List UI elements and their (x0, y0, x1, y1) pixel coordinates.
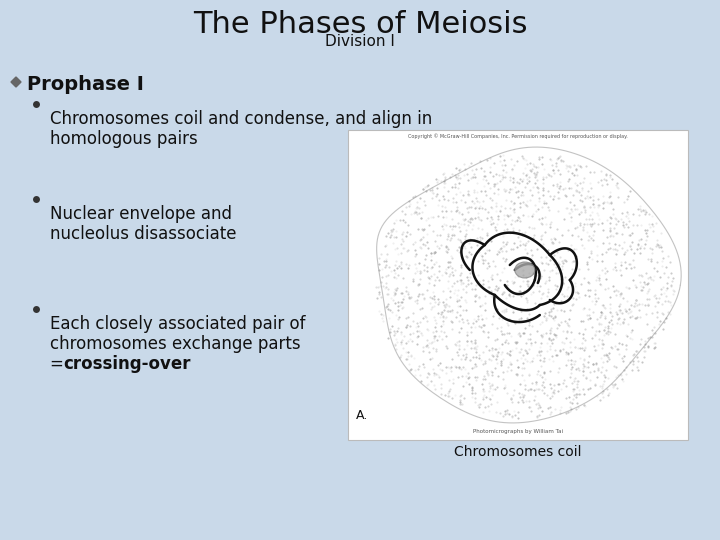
Ellipse shape (515, 262, 535, 278)
Text: The Phases of Meiosis: The Phases of Meiosis (193, 10, 527, 39)
Polygon shape (11, 77, 21, 87)
Text: =: = (50, 355, 69, 373)
Text: Nuclear envelope and: Nuclear envelope and (50, 205, 232, 223)
Text: Copyright © McGraw-Hill Companies, Inc. Permission required for reproduction or : Copyright © McGraw-Hill Companies, Inc. … (408, 133, 628, 139)
Text: Division I: Division I (325, 34, 395, 49)
Text: A.: A. (356, 409, 368, 422)
Text: Each closely associated pair of: Each closely associated pair of (50, 315, 305, 333)
Text: Chromosomes coil and condense, and align in: Chromosomes coil and condense, and align… (50, 110, 432, 128)
Text: Prophase I: Prophase I (27, 75, 144, 94)
Text: homologous pairs: homologous pairs (50, 130, 198, 148)
FancyBboxPatch shape (348, 130, 688, 440)
Text: nucleolus disassociate: nucleolus disassociate (50, 225, 236, 243)
Text: chromosomes exchange parts: chromosomes exchange parts (50, 335, 301, 353)
Text: Photomicrographs by William Tai: Photomicrographs by William Tai (473, 429, 563, 434)
Text: Chromosomes coil: Chromosomes coil (454, 445, 582, 459)
Text: crossing-over: crossing-over (63, 355, 191, 373)
